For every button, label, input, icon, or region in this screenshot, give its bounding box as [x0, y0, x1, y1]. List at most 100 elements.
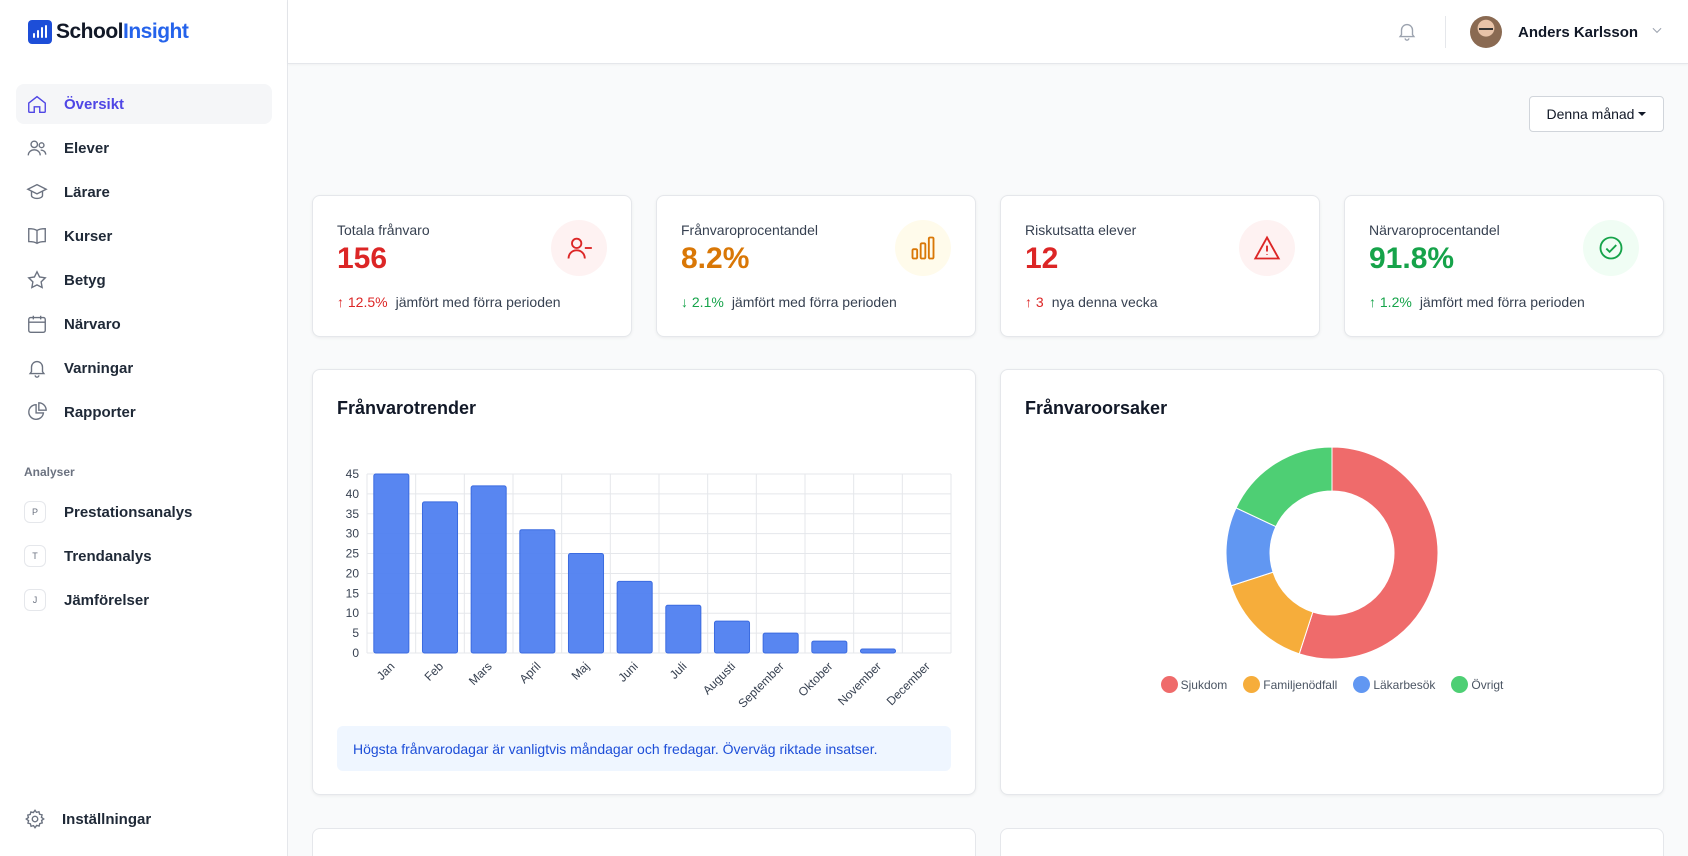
- book-icon: [26, 225, 48, 247]
- x-tick-label: Oktober: [795, 659, 835, 699]
- star-icon: [26, 269, 48, 291]
- notifications-bell-icon[interactable]: [1396, 20, 1420, 44]
- sidebar-item-narvaro[interactable]: Närvaro: [16, 304, 272, 344]
- bar-feb: [421, 501, 459, 654]
- slice-0: [1298, 446, 1439, 660]
- bar-jan: [373, 473, 410, 654]
- bar-november: [859, 648, 897, 654]
- sidebar: SchoolInsight Översikt Elever Lärare Kur…: [0, 0, 288, 856]
- period-select-value: Denna månad: [1546, 106, 1635, 122]
- letter-badge-j: J: [24, 589, 46, 611]
- sidebar-item-betyg[interactable]: Betyg: [16, 260, 272, 300]
- stat-note: jämfört med förra perioden: [731, 294, 897, 310]
- sidebar-item-label: Jämförelser: [64, 591, 150, 609]
- caret-down-icon: [1638, 112, 1647, 116]
- absence-trend-card: Frånvarotrender 0 5 10 15 20 25 30 35 40 45 Jan Feb…: [312, 369, 976, 795]
- stat-label: Närvaroprocentandel: [1369, 222, 1500, 238]
- stat-label: Riskutsatta elever: [1025, 222, 1137, 238]
- letter-badge-t: T: [24, 545, 46, 567]
- y-tick-label: 20: [346, 566, 360, 580]
- sidebar-item-kurser[interactable]: Kurser: [16, 216, 272, 256]
- y-tick-label: 10: [346, 606, 360, 620]
- user-menu[interactable]: Anders Karlsson: [1470, 16, 1664, 48]
- logo-text-school: School: [56, 20, 124, 43]
- absence-causes-card: Frånvaroorsaker Sjukdom Familjenödfall Läk…: [1000, 369, 1664, 795]
- sidebar-item-label: Trendanalys: [64, 547, 152, 565]
- bar-chart-icon: [895, 220, 951, 276]
- bell-icon: [26, 357, 48, 379]
- settings-label: Inställningar: [62, 810, 152, 828]
- absence-trend-chart: 0 5 10 15 20 25 30 35 40 45 Jan Feb Mars April Maj Juni…: [346, 467, 952, 708]
- stat-value: 12: [1025, 242, 1059, 275]
- insight-callout: Högsta frånvarodagar är vanligtvis månda…: [337, 726, 951, 771]
- chart-legend: Sjukdom Familjenödfall Läkarbesök Övrigt: [1001, 676, 1663, 693]
- sidebar-item-elever[interactable]: Elever: [16, 128, 272, 168]
- legend-label: Familjenödfall: [1263, 677, 1338, 692]
- x-tick-label: Juni: [615, 659, 640, 684]
- user-minus-icon: [551, 220, 607, 276]
- logo-text-insight: Insight: [123, 20, 189, 43]
- stat-delta: ↑ 3: [1025, 294, 1044, 310]
- bar-maj: [567, 553, 605, 654]
- x-tick-label: November: [835, 659, 884, 708]
- y-tick-label: 5: [352, 626, 359, 640]
- y-tick-label: 15: [346, 586, 360, 600]
- sidebar-item-prestationsanalys[interactable]: P Prestationsanalys: [16, 492, 272, 532]
- sidebar-item-installningar[interactable]: Inställningar: [24, 808, 151, 830]
- sidebar-item-label: Elever: [64, 139, 110, 157]
- users-icon: [26, 137, 48, 159]
- sidebar-item-label: Rapporter: [64, 403, 136, 421]
- avatar: [1470, 16, 1502, 48]
- sidebar-item-trendanalys[interactable]: T Trendanalys: [16, 536, 272, 576]
- legend-item[interactable]: Familjenödfall: [1243, 676, 1337, 693]
- gear-icon: [25, 809, 45, 829]
- logo[interactable]: SchoolInsight: [28, 20, 189, 44]
- stat-card-at-risk-students: Riskutsatta elever 12 ↑ 3 nya denna veck…: [1000, 195, 1320, 337]
- sidebar-item-oversikt[interactable]: Översikt: [16, 84, 272, 124]
- x-tick-label: Augusti: [700, 659, 738, 697]
- sidebar-item-rapporter[interactable]: Rapporter: [16, 392, 272, 432]
- header-divider: [1445, 16, 1446, 48]
- sidebar-item-jamforelser[interactable]: J Jämförelser: [16, 580, 272, 620]
- bar-september: [762, 632, 799, 654]
- legend-item[interactable]: Övrigt: [1451, 676, 1503, 693]
- legend-item[interactable]: Läkarbesök: [1353, 676, 1435, 693]
- check-circle-icon: [1583, 220, 1639, 276]
- stat-value: 8.2%: [681, 242, 750, 275]
- x-tick-label: Maj: [569, 659, 593, 683]
- absence-causes-chart: [1225, 446, 1439, 660]
- stat-card-total-absence: Totala frånvaro 156 ↑ 12.5% jämfört med …: [312, 195, 632, 337]
- sidebar-item-varningar[interactable]: Varningar: [16, 348, 272, 388]
- period-select[interactable]: Denna månad: [1529, 96, 1664, 132]
- warning-triangle-icon: [1239, 220, 1295, 276]
- card-title: Frånvarotrender: [337, 398, 477, 418]
- x-tick-label: Juli: [667, 659, 690, 682]
- user-name: Anders Karlsson: [1518, 23, 1639, 41]
- stat-label: Totala frånvaro: [337, 222, 430, 238]
- stat-value: 91.8%: [1369, 242, 1455, 275]
- analyser-section-label: Analyser: [24, 465, 75, 479]
- x-tick-label: Feb: [422, 659, 447, 684]
- stat-delta: ↑ 1.2%: [1369, 294, 1412, 310]
- bar-juni: [616, 580, 653, 654]
- bar-juli: [665, 604, 702, 654]
- x-tick-label: April: [517, 659, 544, 686]
- pie-chart-icon: [26, 401, 48, 423]
- y-tick-label: 0: [352, 646, 359, 660]
- x-tick-label: December: [884, 659, 933, 708]
- y-tick-label: 45: [346, 467, 360, 481]
- bar-mars: [470, 485, 507, 654]
- legend-swatch: [1160, 676, 1178, 693]
- legend-item[interactable]: Sjukdom: [1160, 676, 1227, 693]
- sidebar-item-label: Betyg: [64, 271, 106, 289]
- slice-3: [1235, 446, 1333, 528]
- sidebar-item-label: Varningar: [64, 359, 134, 377]
- bar-oktober: [811, 640, 848, 654]
- sidebar-item-larare[interactable]: Lärare: [16, 172, 272, 212]
- legend-label: Läkarbesök: [1373, 677, 1436, 692]
- stat-value: 156: [337, 242, 388, 275]
- stat-card-absence-rate: Frånvaroprocentandel 8.2% ↓ 2.1% jämfört…: [656, 195, 976, 337]
- home-icon: [26, 93, 48, 115]
- slice-1: [1230, 571, 1314, 655]
- sidebar-item-label: Prestationsanalys: [64, 503, 193, 521]
